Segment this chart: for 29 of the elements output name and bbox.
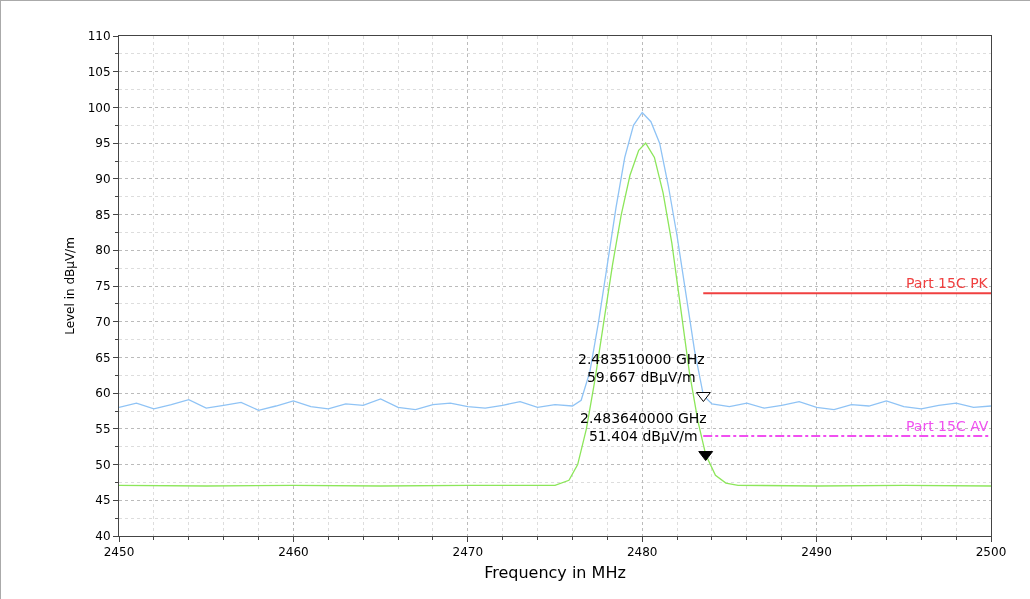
x-tick-label: 2460 [278,545,309,560]
x-tick-label: 2490 [801,545,832,560]
y-tick-label: 110 [87,29,111,44]
annotation: 2.483640000 GHz 51.404 dBµV/m [580,410,707,445]
y-tick-label: 90 [95,172,111,187]
y-tick-label: 80 [95,243,111,258]
y-tick-label: 85 [95,207,111,222]
x-tick-label: 2500 [975,545,1007,560]
series-label: Part 15C PK [906,275,989,291]
series-label: Part 15C AV [906,418,989,434]
y-tick-label: 45 [95,493,111,508]
annotation: 2.483510000 GHz 59.667 dBµV/m [578,351,705,386]
x-tick-label: 2450 [103,545,135,560]
y-tick-label: 95 [95,136,111,151]
line-series [119,142,991,487]
y-tick-label: 65 [95,350,111,365]
x-tick-label: 2470 [452,545,484,560]
x-tick-label: 2480 [626,545,658,560]
y-tick-label: 105 [87,64,111,79]
y-axis-title: Level in dBµV/m [62,237,77,335]
x-axis-title: Frequency in MHz [484,563,626,583]
line-series [119,111,991,411]
y-tick-label: 60 [95,386,111,401]
y-tick-label: 55 [95,422,111,437]
y-tick-label: 70 [95,314,111,329]
y-tick-label: 75 [95,279,111,294]
y-tick-label: 50 [95,457,111,472]
y-tick-label: 40 [95,529,111,544]
y-tick-label: 100 [87,100,111,115]
